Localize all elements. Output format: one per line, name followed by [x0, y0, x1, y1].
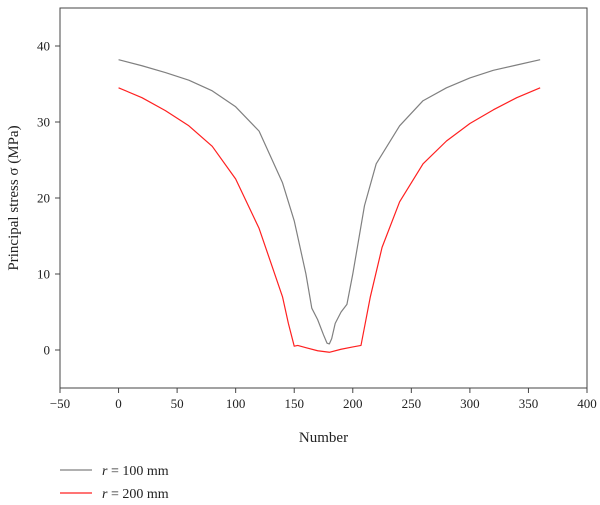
- x-tick-label: −50: [50, 396, 70, 411]
- y-axis-title: Principal stress σ (MPa): [6, 125, 22, 270]
- legend-label-r200: r = 200 mm: [102, 487, 169, 502]
- x-tick-label: 400: [577, 396, 597, 411]
- x-tick-label: 100: [226, 396, 246, 411]
- x-tick-label: 50: [171, 396, 184, 411]
- x-tick-label: 150: [284, 396, 304, 411]
- legend-label-r100: r = 100 mm: [102, 464, 169, 479]
- y-tick-label: 30: [37, 115, 50, 130]
- y-tick-label: 20: [37, 191, 50, 206]
- y-tick-label: 0: [44, 343, 51, 358]
- x-axis-title: Number: [299, 430, 348, 446]
- axis-ticks: [55, 45, 588, 393]
- x-tick-label: 0: [115, 396, 122, 411]
- series-line-r100: [118, 59, 541, 345]
- y-tick-labels: 0 10 20 30 40: [37, 39, 50, 358]
- x-tick-labels: −50 0 50 100 150 200 250 300 350 400: [50, 396, 597, 411]
- x-tick-label: 250: [402, 396, 422, 411]
- x-tick-label: 350: [519, 396, 539, 411]
- y-tick-label: 40: [37, 39, 50, 54]
- y-tick-label: 10: [37, 267, 50, 282]
- series-layer: [118, 59, 541, 353]
- legend: r = 100 mm r = 200 mm: [60, 464, 169, 502]
- x-tick-label: 200: [343, 396, 363, 411]
- series-line-r200: [118, 87, 541, 353]
- x-tick-label: 300: [460, 396, 480, 411]
